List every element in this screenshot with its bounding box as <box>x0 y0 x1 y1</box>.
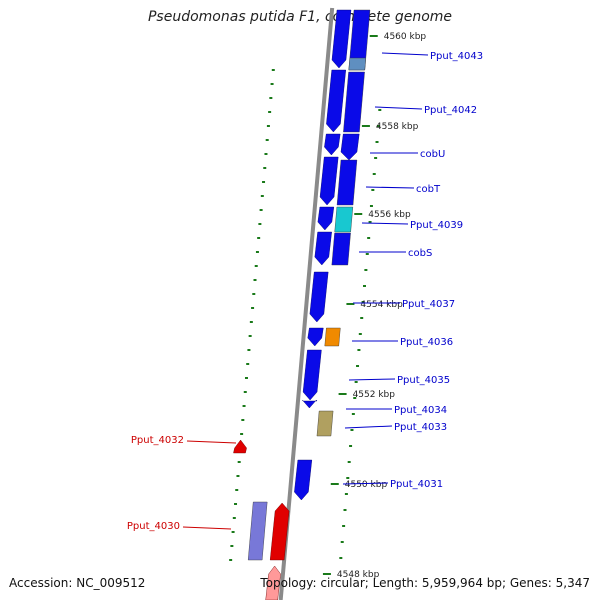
gene-label: Pput_4033 <box>394 422 447 433</box>
gene-leader-line <box>182 526 232 530</box>
gene-arrow <box>309 271 329 323</box>
gene-label: Pput_4043 <box>430 51 483 62</box>
kbp-tick-label: 4558 kbp <box>376 122 419 132</box>
gene-arrow <box>326 69 347 133</box>
gene-label: Pput_4042 <box>424 105 477 116</box>
gene-leader-line <box>365 186 415 189</box>
gene-block <box>316 410 334 437</box>
gene-label: cobU <box>420 149 445 160</box>
gene-arrow <box>269 502 290 561</box>
gene-leader-line <box>374 106 423 110</box>
gene-leader-line <box>381 52 429 56</box>
gene-leader-line <box>361 222 409 225</box>
gene-label: Pput_4030 <box>127 521 180 532</box>
topology-label: Topology: circular; Length: 5,959,964 bp… <box>260 576 590 590</box>
accession-label: Accession: NC_009512 <box>9 576 146 590</box>
gene-arrow <box>314 231 332 266</box>
gene-arrow <box>294 459 313 501</box>
gene-label: Pput_4034 <box>394 405 447 416</box>
gene-label: Pput_4037 <box>402 299 455 310</box>
gene-label: Pput_4039 <box>410 220 463 231</box>
gene-leader-line <box>186 440 237 444</box>
gene-arrow <box>302 399 318 409</box>
kbp-tick-label: 4556 kbp <box>368 210 411 220</box>
gene-label: Pput_4036 <box>400 337 453 348</box>
gene-arrow <box>319 156 339 206</box>
gene-block <box>334 206 354 233</box>
gene-label: cobT <box>416 184 441 195</box>
backbone-line <box>278 7 335 600</box>
kbp-tick-label: 4554 kbp <box>360 300 403 310</box>
kbp-tick-label: 4560 kbp <box>384 32 427 42</box>
gene-label: Pput_4032 <box>131 435 184 446</box>
kbp-tick-label: 4552 kbp <box>353 390 396 400</box>
gene-block <box>343 71 365 133</box>
kbp-tick-label: 4550 kbp <box>345 480 388 490</box>
gene-label: Pput_4035 <box>397 375 450 386</box>
gene-leader-line <box>342 482 389 485</box>
gene-arrow <box>233 439 247 454</box>
page-title: Pseudomonas putida F1, complete genome <box>147 9 453 25</box>
gene-arrow <box>324 133 341 156</box>
gene-arrow <box>265 565 281 600</box>
gene-arrow <box>302 349 322 401</box>
gene-block <box>247 501 268 561</box>
gene-arrow <box>331 9 352 69</box>
gene-block <box>331 232 351 266</box>
gene-block <box>324 327 341 347</box>
gene-arrow <box>317 206 335 231</box>
gene-block <box>348 57 367 71</box>
gene-leader-line <box>348 378 396 381</box>
gene-label: Pput_4031 <box>390 479 443 490</box>
gene-arrow <box>340 133 360 161</box>
gene-block <box>336 159 358 206</box>
gene-leader-line <box>344 425 393 429</box>
kbp-tick-label: 4548 kbp <box>337 570 380 580</box>
gene-arrow <box>307 327 324 347</box>
gene-label: cobS <box>408 248 432 259</box>
